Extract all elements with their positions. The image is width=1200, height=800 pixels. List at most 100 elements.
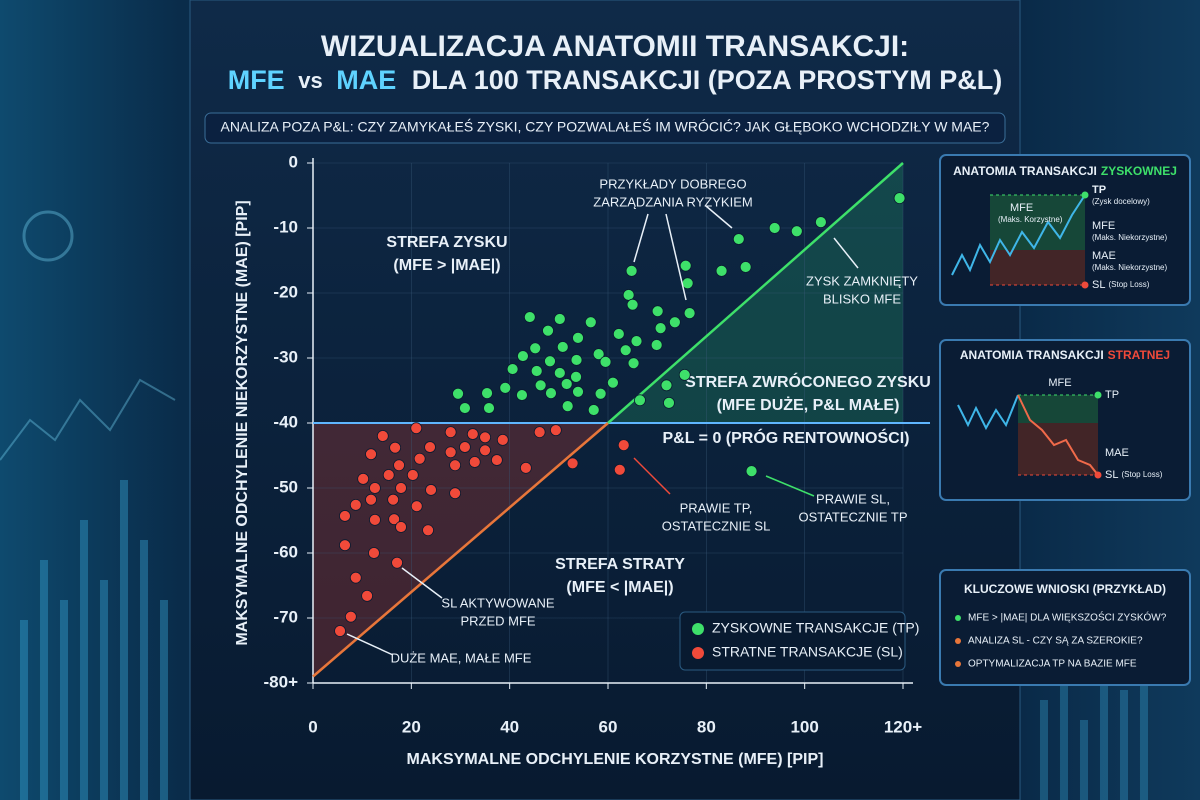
decor-right xyxy=(1040,620,1148,800)
legend-marker xyxy=(692,647,704,659)
title: WIZUALIZACJA ANATOMII TRANSAKCJI: xyxy=(321,30,909,63)
y-tick-label: -80+ xyxy=(264,672,299,691)
point xyxy=(483,402,495,414)
point xyxy=(519,461,532,474)
annotation: PRAWIE TP, xyxy=(680,500,753,515)
point xyxy=(517,350,529,362)
point xyxy=(549,424,562,437)
panel-title-part: ANATOMIA TRANSAKCJI xyxy=(960,348,1104,362)
point xyxy=(365,493,377,506)
point xyxy=(584,316,597,329)
x-axis-label: MAKSYMALNE ODCHYLENIE KORZYSTNE (MFE) [P… xyxy=(407,751,824,768)
annotation: ZARZĄDZANIA RYZYKIEM xyxy=(593,194,752,209)
panel-label: MFE xyxy=(1092,220,1115,232)
point xyxy=(459,441,471,453)
point xyxy=(613,463,626,476)
point xyxy=(357,472,370,485)
subtitle: ANALIZA POZA P&L: CZY ZAMYKAŁEŚ ZYSKI, C… xyxy=(221,118,990,135)
point xyxy=(630,335,643,348)
point xyxy=(344,610,357,623)
point xyxy=(496,433,509,446)
reference-line xyxy=(607,162,904,424)
point xyxy=(530,365,543,377)
annotation: SL AKTYWOWANE xyxy=(441,595,554,610)
annotation: PRZED MFE xyxy=(460,613,535,628)
panel-title: ANATOMIA TRANSAKCJI STRATNEJ xyxy=(960,348,1170,362)
point xyxy=(572,385,584,398)
point xyxy=(634,394,646,407)
point xyxy=(481,387,493,400)
point xyxy=(382,469,395,481)
title-part: MAE xyxy=(336,65,396,95)
point xyxy=(395,521,407,533)
point xyxy=(534,379,547,392)
y-tick-label: 0 xyxy=(289,152,298,171)
annotation: PRAWIE SL, xyxy=(816,491,890,506)
point xyxy=(389,441,402,454)
y-tick-label: -20 xyxy=(273,282,298,301)
point xyxy=(422,524,434,537)
point xyxy=(627,357,640,370)
point xyxy=(479,431,491,444)
point xyxy=(339,510,351,522)
point xyxy=(516,389,528,401)
panel-title: KLUCZOWE WNIOSKI (PRZYKŁAD) xyxy=(964,582,1166,596)
legend-marker xyxy=(692,623,704,635)
point xyxy=(388,513,401,526)
annotation: PRZYKŁADY DOBREGO xyxy=(599,176,746,191)
zone-label: (MFE > |MAE|) xyxy=(393,257,500,274)
point xyxy=(349,571,362,584)
point xyxy=(410,500,423,513)
point xyxy=(681,277,694,290)
point xyxy=(566,457,579,470)
panel-title-part: ZYSKOWNEJ xyxy=(1101,164,1177,178)
point xyxy=(814,216,827,229)
legend: ZYSKOWNE TRANSAKCJE (TP) STRATNE TRANSAKC… xyxy=(679,611,919,671)
point xyxy=(413,452,426,465)
point xyxy=(368,547,380,559)
point xyxy=(334,625,346,637)
point xyxy=(468,456,481,468)
x-tick-label: 120+ xyxy=(884,717,922,736)
x-tick-label: 80 xyxy=(697,717,716,736)
point xyxy=(617,439,630,452)
point xyxy=(376,430,389,442)
panel-label: (Maks. Niekorzystne) xyxy=(1092,263,1167,272)
panel-label: MFE xyxy=(1010,202,1033,214)
panel-conclusions: KLUCZOWE WNIOSKI (PRZYKŁAD) MFE > |MAE| … xyxy=(939,569,1191,686)
point xyxy=(542,324,554,337)
title-part: vs xyxy=(298,68,322,93)
panel-label: (Maks. Niekorzystne) xyxy=(1092,233,1167,242)
point xyxy=(625,264,638,277)
y-tick-label: -30 xyxy=(273,347,298,366)
point xyxy=(361,590,373,602)
point xyxy=(339,539,351,552)
zone-label: STREFA ZYSKU xyxy=(386,234,507,251)
point xyxy=(393,459,405,472)
point xyxy=(449,459,461,472)
panel-label: SL (Stop Loss) xyxy=(1105,469,1163,481)
point xyxy=(444,446,457,459)
panel-item: OPTYMALIZACJA TP NA BAZIE MFE xyxy=(968,659,1137,670)
point xyxy=(391,556,403,569)
zone-label: STREFA ZWRÓCONEGO ZYSKU xyxy=(685,372,931,391)
point xyxy=(594,387,607,400)
point xyxy=(679,259,692,272)
point xyxy=(545,387,557,400)
panel-label: (Zysk docelowy) xyxy=(1092,197,1150,206)
annotation: ZYSK ZAMKNIĘTY xyxy=(806,273,918,288)
subtitle-box xyxy=(204,112,1006,144)
decor-left xyxy=(0,210,176,800)
point xyxy=(553,367,566,379)
point xyxy=(523,311,536,323)
panel-label: MFE xyxy=(1048,377,1071,389)
panel-item: ANALIZA SL - CZY SĄ ZA SZEROKIE? xyxy=(968,636,1143,647)
y-axis-label: MAKSYMALNE ODCHYLENIE NIEKORZYSTNE (MAE)… xyxy=(234,200,251,645)
annotation: OSTATECZNIE TP xyxy=(798,509,907,524)
point xyxy=(663,396,675,409)
point xyxy=(395,482,407,494)
legend-label: STRATNE TRANSAKCJE (SL) xyxy=(712,644,903,660)
zone-label: STREFA STRATY xyxy=(555,556,685,573)
point xyxy=(349,498,362,511)
panel-label: MAE xyxy=(1105,447,1129,459)
